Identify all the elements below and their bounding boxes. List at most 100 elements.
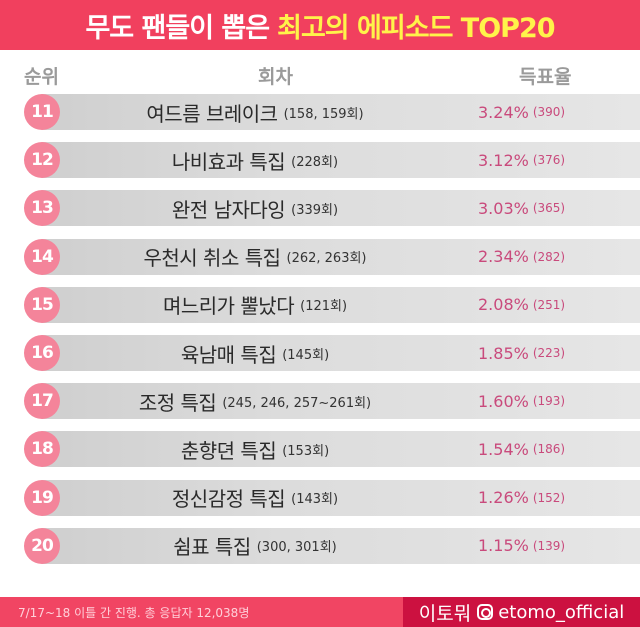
episode-name: 완전 남자다잉 (171, 197, 286, 222)
rank-badge: 14 (24, 238, 60, 275)
vote-share: 2.08% (251) (478, 287, 565, 323)
table-row: 19 정신감정 특집 (143회) 1.26% (152) (0, 479, 640, 516)
row-band (42, 238, 640, 275)
vote-percent: 1.60% (478, 391, 529, 411)
rank-badge: 19 (24, 479, 60, 516)
episode-name: 여드름 브레이크 (146, 101, 278, 126)
row-band (42, 479, 640, 516)
vote-share: 1.15% (139) (478, 528, 565, 564)
rank-badge: 20 (24, 527, 60, 564)
vote-count: (376) (532, 153, 566, 168)
title-main: 무도 팬들이 뽑은 (85, 12, 270, 44)
vote-share: 1.60% (193) (478, 383, 565, 419)
vote-percent: 1.15% (478, 536, 529, 556)
episode-numbers: (143회) (291, 492, 339, 508)
table-row: 16 육남매 특집 (145회) 1.85% (223) (0, 335, 640, 371)
vote-count: (152) (532, 490, 566, 505)
row-band (42, 431, 640, 468)
rank-badge: 17 (24, 383, 60, 420)
table-row: 14 우천시 취소 특집 (262, 263회) 2.34% (282) (0, 238, 640, 275)
vote-percent: 3.24% (478, 102, 529, 122)
episode-numbers: (158, 159회) (283, 106, 364, 122)
episode-numbers: (262, 263회) (286, 251, 367, 267)
episode-name: 우천시 취소 특집 (143, 246, 281, 271)
episode-numbers: (339회) (291, 202, 339, 218)
episode-title: 조정 특집 (245, 246, 257~261회) (70, 383, 440, 419)
episode-title: 춘향뎐 특집 (153회) (70, 431, 440, 467)
vote-percent: 3.12% (478, 150, 529, 170)
footer: 7/17~18 이틀 간 진행. 총 응답자 12,038명 이토뭐 etomo… (0, 597, 640, 627)
episode-title: 우천시 취소 특집 (262, 263회) (70, 239, 440, 275)
table-row: 12 나비효과 특집 (228회) 3.12% (376) (0, 142, 640, 179)
episode-title: 여드름 브레이크 (158, 159회) (70, 94, 440, 130)
vote-share: 3.24% (390) (478, 94, 565, 130)
vote-share: 3.03% (365) (478, 190, 565, 226)
vote-share: 2.34% (282) (478, 239, 565, 275)
vote-count: (282) (532, 249, 566, 264)
episode-title: 나비효과 특집 (228회) (70, 142, 440, 178)
vote-share: 3.12% (376) (478, 142, 565, 178)
page-title: 무도 팬들이 뽑은 최고의 에피소드 TOP20 (0, 0, 640, 50)
episode-numbers: (145회) (282, 347, 330, 363)
episode-name: 육남매 특집 (180, 342, 277, 367)
vote-count: (139) (532, 538, 566, 553)
episode-numbers: (228회) (291, 154, 339, 170)
episode-title: 쉼표 특집 (300, 301회) (70, 528, 440, 564)
survey-note: 7/17~18 이틀 간 진행. 총 응답자 12,038명 (18, 605, 250, 620)
row-band (42, 383, 640, 420)
vote-percent: 1.54% (478, 439, 529, 459)
episode-name: 조정 특집 (138, 390, 217, 415)
column-header-episode: 회차 (258, 66, 293, 88)
instagram-icon (477, 604, 494, 620)
episode-numbers: (121회) (300, 299, 348, 315)
row-band (42, 527, 640, 564)
vote-count: (251) (532, 297, 566, 312)
vote-count: (365) (532, 201, 566, 216)
brand-block: 이토뭐 etomo_official (403, 597, 640, 627)
row-band (42, 190, 640, 227)
episode-name: 춘향뎐 특집 (180, 438, 277, 463)
instagram-handle: etomo_official (498, 601, 625, 623)
vote-percent: 1.85% (478, 343, 529, 363)
episode-name: 정신감정 특집 (171, 487, 286, 512)
table-row: 15 며느리가 뿔났다 (121회) 2.08% (251) (0, 286, 640, 323)
column-header-vote: 득표율 (519, 66, 572, 88)
table-row: 11 여드름 브레이크 (158, 159회) 3.24% (390) (0, 94, 640, 130)
vote-share: 1.54% (186) (478, 431, 565, 467)
row-band (42, 142, 640, 179)
table-row: 13 완전 남자다잉 (339회) 3.03% (365) (0, 190, 640, 227)
title-highlight: 최고의 에피소드 TOP20 (277, 12, 555, 44)
episode-name: 나비효과 특집 (171, 149, 286, 174)
episode-numbers: (300, 301회) (256, 540, 337, 556)
vote-percent: 1.26% (478, 488, 529, 508)
rank-badge: 12 (24, 142, 60, 179)
vote-count: (186) (532, 442, 566, 457)
episode-title: 완전 남자다잉 (339회) (70, 190, 440, 226)
vote-share: 1.26% (152) (478, 480, 565, 516)
vote-percent: 3.03% (478, 198, 529, 218)
episode-name: 쉼표 특집 (173, 535, 251, 560)
vote-percent: 2.34% (478, 247, 529, 267)
table-row: 20 쉼표 특집 (300, 301회) 1.15% (139) (0, 527, 640, 564)
episode-numbers: (153회) (282, 443, 330, 459)
column-header-rank: 순위 (24, 66, 59, 88)
vote-count: (390) (532, 105, 566, 119)
episode-numbers: (245, 246, 257~261회) (222, 395, 372, 411)
vote-count: (223) (532, 346, 566, 360)
rank-badge: 15 (24, 286, 60, 323)
episode-title: 며느리가 뿔났다 (121회) (70, 287, 440, 323)
brand-name: 이토뭐 (418, 602, 472, 625)
episode-name: 며느리가 뿔났다 (162, 294, 295, 319)
episode-title: 정신감정 특집 (143회) (70, 480, 440, 516)
row-band (42, 94, 640, 130)
rank-badge: 18 (24, 431, 60, 468)
episode-title: 육남매 특집 (145회) (70, 335, 440, 371)
row-band (42, 286, 640, 323)
table-row: 17 조정 특집 (245, 246, 257~261회) 1.60% (193) (0, 383, 640, 420)
table-row: 18 춘향뎐 특집 (153회) 1.54% (186) (0, 431, 640, 468)
rank-badge: 16 (24, 335, 60, 371)
vote-percent: 2.08% (478, 295, 529, 315)
rank-badge: 13 (24, 190, 60, 227)
vote-count: (193) (532, 394, 566, 409)
rank-badge: 11 (24, 94, 60, 130)
